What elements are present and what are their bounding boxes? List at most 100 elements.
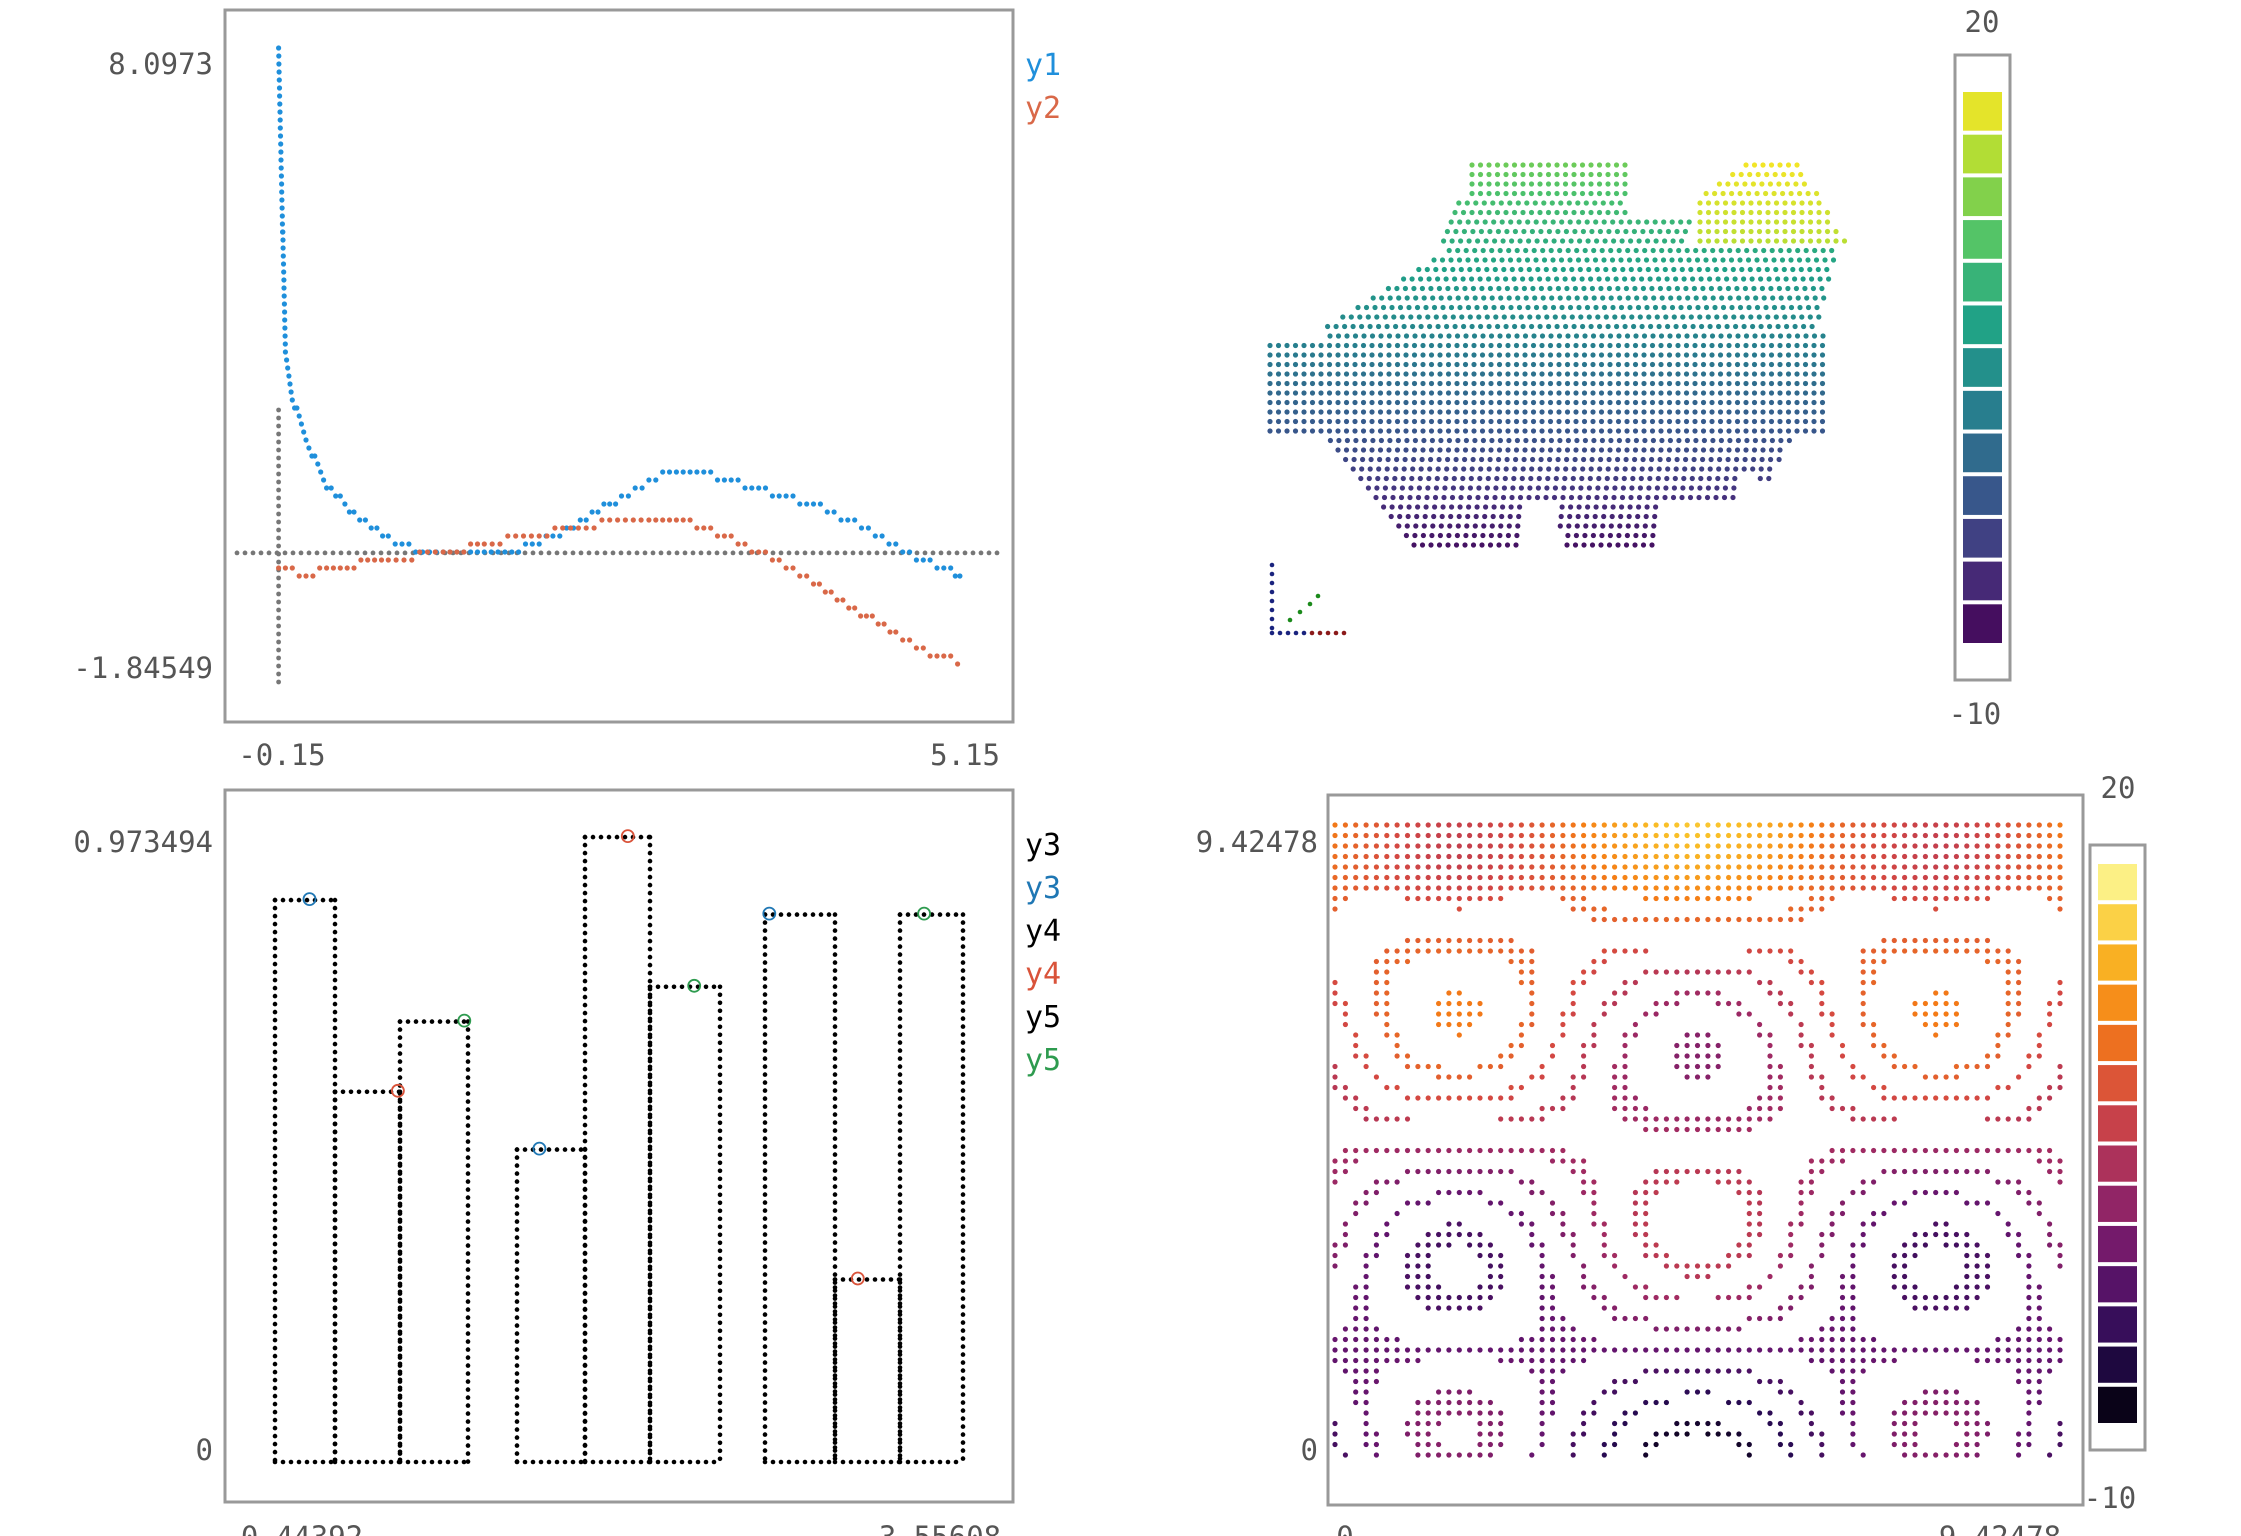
surface-point [1505,342,1511,349]
y2-point [330,565,336,571]
surface-point [1632,399,1639,406]
field-point [1757,1221,1763,1227]
surface-point [1571,276,1577,282]
bar-side-dot [762,1448,768,1453]
x-axis-dot [290,550,296,556]
surface-point [1537,181,1543,187]
surface-point [1459,314,1465,320]
bar-side-dot [332,1193,338,1199]
field-point [1518,885,1524,891]
field-point [1632,979,1638,986]
field-point [1446,937,1452,944]
surface-point [1562,209,1569,216]
y1-point [279,205,285,211]
surface-point [1785,352,1792,358]
surface-point [1394,399,1401,406]
bar-side-dot [465,1211,471,1216]
field-point [1953,1000,1959,1007]
bar-side-dot [582,858,588,864]
surface-point [1794,418,1800,425]
field-point [1974,843,1980,849]
surface-point [1477,190,1484,197]
field-point [1342,1011,1348,1017]
field-point [1384,1011,1390,1017]
surface-point [1704,494,1711,501]
surface-point [1367,323,1373,330]
y2-point [536,533,542,539]
surface-point [1544,314,1550,320]
field-point [1560,1011,1566,1017]
surface-point [1709,342,1715,349]
surface-point [1411,428,1418,434]
surface-point [1750,466,1756,472]
field-point [1684,885,1690,891]
field-point [1684,1126,1690,1133]
field-point [1601,853,1607,860]
surface-point [1520,323,1526,330]
surface-point [1394,371,1401,377]
x-axis-dot [994,550,1000,556]
field-point [1518,864,1524,870]
bar-side-dot [717,1416,723,1422]
field-point [1902,1095,1908,1101]
surface-point [1633,247,1639,254]
surface-point [1794,162,1800,168]
surface-point [1275,399,1282,406]
field-point [2036,832,2042,839]
field-point [1653,1252,1659,1259]
surface-point [1624,428,1630,434]
field-point [1912,1189,1918,1196]
surface-point [1833,238,1839,244]
field-point [1860,1011,1866,1017]
field-point [1332,885,1338,891]
y2-point [447,549,453,555]
surface-point [1626,513,1632,520]
surface-point [1563,323,1569,330]
y1-point [303,437,309,443]
surface-point [1626,257,1633,263]
surface-point [1569,266,1575,273]
surface-point [1636,504,1642,510]
field-point [1487,895,1493,902]
surface-point [1411,399,1418,406]
bar-base-dot [622,1459,628,1465]
surface-point [1487,285,1493,292]
field-point [1871,1021,1877,1028]
surface-point [1813,257,1820,263]
surface-point [1420,447,1426,453]
surface-point [1706,475,1712,482]
field-point [1964,1147,1970,1154]
surface-point [1788,257,1794,263]
surface-point [1553,475,1559,482]
field-point [1560,1095,1566,1101]
surface-point [1462,418,1469,425]
surface-point [1309,399,1316,406]
bar-side-dot [897,1296,903,1301]
bar-side-dot [582,954,588,960]
field-point [1622,1032,1628,1038]
field-point [1415,1252,1421,1259]
field-point [1829,1210,1835,1217]
field-point [1394,832,1400,839]
field-point [1808,895,1814,902]
field-point [1487,1168,1493,1175]
field-point [1850,1189,1856,1196]
surface-point [1714,314,1720,320]
y1-point [337,493,343,499]
surface-point [1370,295,1376,301]
surface-point [1428,456,1434,463]
surface-point [1811,428,1817,434]
surface-point [1666,456,1672,463]
x-axis-dot [802,550,808,556]
surface-point [1579,209,1586,216]
surface-point [1501,314,1507,320]
surface-point [1391,314,1397,320]
surface-point [1732,276,1738,282]
field-point [1373,990,1379,996]
surface-point [1488,361,1494,368]
field-point [1881,853,1887,860]
bar-side-dot [897,976,903,981]
x-axis-dot [978,550,984,556]
field-point [1953,874,1959,881]
surface-point [1445,342,1452,349]
